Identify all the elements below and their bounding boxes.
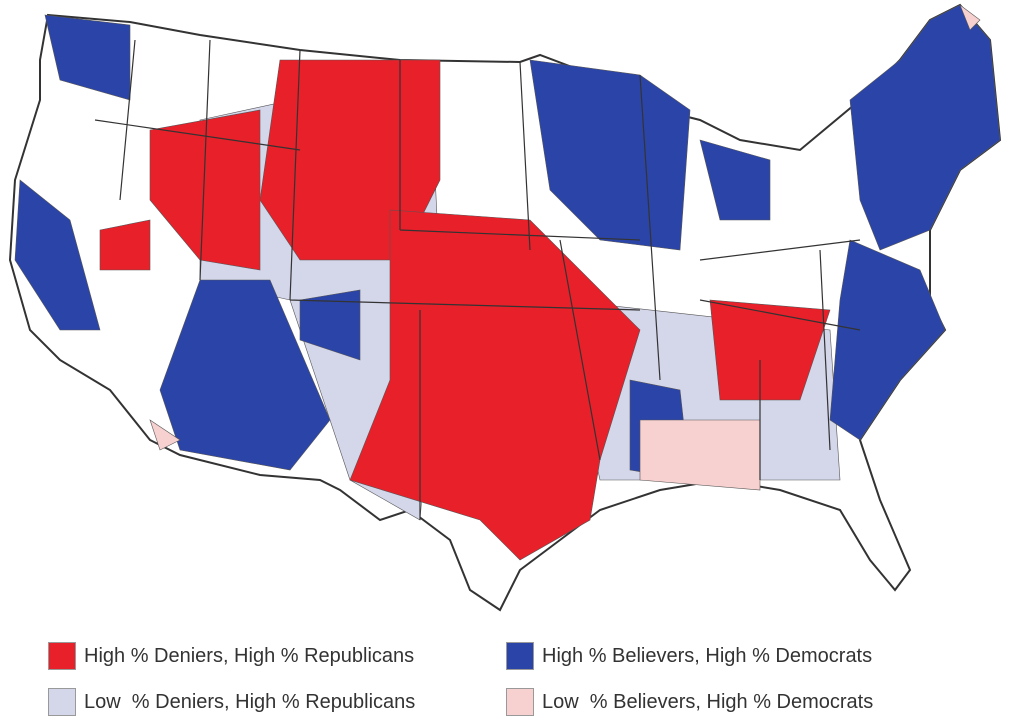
state-borders <box>94 39 861 520</box>
legend-item-low-believers: Low % Believers, High % Democrats <box>506 688 873 716</box>
legend-swatch <box>48 642 76 670</box>
legend-swatch <box>48 688 76 716</box>
red-region-idaho-oregon <box>149 109 261 271</box>
legend-item-high-believers: High % Believers, High % Democrats <box>506 642 872 670</box>
legend-swatch <box>506 642 534 670</box>
legend-label: Low % Believers, High % Democrats <box>542 690 874 713</box>
red-region-kentucky-tennessee <box>709 299 831 401</box>
blue-region-east-coast <box>829 239 946 441</box>
pink-region-gulf <box>639 419 761 491</box>
us-county-map <box>8 3 1002 612</box>
pink-region-arizona <box>149 419 181 451</box>
legend-label: Low % Deniers, High % Republicans <box>84 690 416 713</box>
red-region-nevada <box>99 219 151 271</box>
legend-label: High % Deniers, High % Republicans <box>84 644 415 667</box>
legend-item-low-deniers: Low % Deniers, High % Republicans <box>48 688 415 716</box>
legend-item-high-deniers: High % Deniers, High % Republicans <box>48 642 414 670</box>
pink-region-maine <box>959 4 981 31</box>
blue-region-colorado <box>299 289 361 361</box>
legend: High % Deniers, High % Republicans High … <box>48 638 1008 718</box>
red-region-plains <box>349 209 641 561</box>
blue-region-washington <box>44 14 131 101</box>
blue-region-michigan <box>699 139 771 221</box>
legend-label: High % Believers, High % Democrats <box>542 644 873 667</box>
blue-region-california <box>14 179 101 331</box>
legend-swatch <box>506 688 534 716</box>
blue-region-northeast <box>849 4 1001 251</box>
blue-region-southwest <box>159 279 331 471</box>
